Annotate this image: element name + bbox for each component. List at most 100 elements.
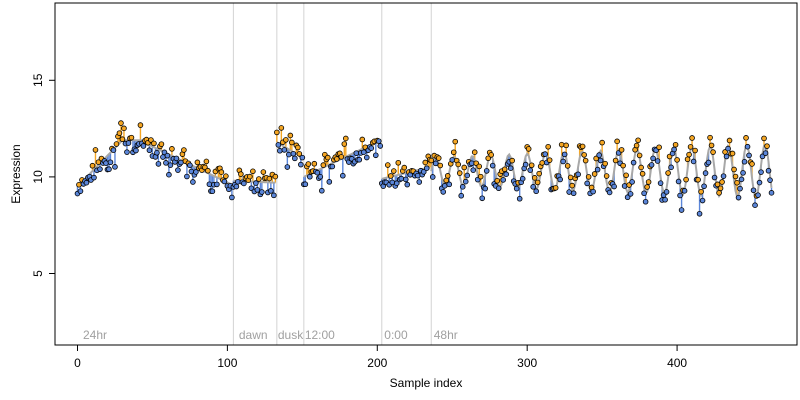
data-point	[744, 143, 751, 150]
data-point	[203, 158, 210, 165]
data-point	[314, 169, 321, 176]
data-point	[719, 179, 725, 185]
data-point	[768, 190, 775, 196]
data-point	[495, 185, 502, 192]
data-point	[146, 147, 153, 154]
data-point	[372, 152, 379, 159]
data-point	[678, 207, 685, 213]
data-point	[671, 146, 677, 153]
data-point	[83, 179, 90, 186]
data-point	[404, 181, 411, 188]
axes: 0 100 200 300 400 5 10 15	[31, 73, 687, 370]
data-point	[432, 160, 439, 167]
data-point	[229, 194, 235, 201]
data-point	[390, 168, 397, 174]
data-point	[428, 157, 435, 164]
data-point	[590, 188, 596, 195]
data-point	[233, 183, 240, 190]
data-point	[732, 173, 739, 180]
data-point	[563, 142, 569, 149]
phase-label: 48hr	[434, 328, 458, 342]
data-point	[545, 143, 551, 150]
data-point	[636, 152, 643, 159]
data-point	[184, 173, 190, 180]
data-point	[119, 136, 126, 143]
data-point	[705, 159, 712, 166]
data-point	[343, 135, 349, 142]
data-point	[603, 173, 610, 179]
data-point	[77, 188, 84, 194]
data-point	[235, 178, 241, 185]
data-point	[623, 172, 629, 179]
data-point	[422, 159, 429, 166]
data-point	[755, 192, 761, 198]
data-point	[446, 181, 453, 188]
data-point	[596, 152, 602, 158]
data-point	[169, 146, 175, 152]
data-point	[561, 151, 568, 158]
data-point	[581, 152, 587, 158]
data-point	[696, 210, 703, 217]
data-point	[164, 152, 171, 159]
data-point	[645, 179, 652, 185]
data-point	[569, 182, 575, 189]
data-point	[278, 125, 285, 131]
data-point	[429, 174, 436, 180]
data-point	[638, 164, 644, 171]
data-point	[585, 174, 592, 180]
data-point	[124, 149, 130, 155]
data-point	[326, 179, 333, 185]
data-point	[155, 161, 162, 167]
data-point	[507, 165, 514, 172]
data-point	[756, 179, 763, 186]
fit-line-segment	[430, 143, 773, 199]
data-point	[160, 154, 166, 160]
data-point	[470, 167, 477, 173]
data-point	[340, 172, 346, 179]
data-point	[341, 141, 348, 147]
y-tick-label: 10	[31, 170, 45, 184]
data-points	[74, 120, 775, 217]
data-point	[611, 183, 617, 190]
data-point	[528, 162, 535, 169]
data-point	[272, 173, 279, 180]
phase-label: 24hr	[83, 328, 107, 342]
data-point	[286, 151, 292, 158]
data-point	[483, 168, 490, 174]
data-point	[762, 150, 769, 156]
data-point	[534, 179, 541, 186]
data-point	[765, 167, 772, 174]
x-tick-label: 400	[667, 356, 687, 370]
data-point	[449, 157, 456, 163]
data-point	[416, 179, 423, 185]
data-point	[675, 178, 682, 185]
data-point	[519, 175, 526, 182]
data-point	[441, 183, 448, 189]
data-point	[356, 156, 363, 163]
data-point	[630, 159, 637, 166]
y-axis-label: Expression	[9, 144, 23, 203]
data-point	[674, 157, 680, 163]
data-point	[522, 161, 529, 168]
data-point	[564, 163, 571, 169]
data-point	[743, 135, 749, 141]
data-point	[539, 160, 545, 166]
data-point	[710, 149, 716, 155]
data-point	[238, 171, 244, 177]
data-point	[567, 174, 574, 181]
data-point	[618, 147, 625, 153]
data-point	[154, 150, 160, 156]
data-point	[178, 159, 184, 166]
data-point	[591, 171, 598, 177]
data-point	[435, 155, 442, 161]
data-point	[437, 162, 444, 169]
data-point	[375, 138, 382, 144]
data-point	[92, 147, 99, 153]
data-point	[353, 150, 360, 156]
data-point	[193, 169, 199, 175]
data-point	[644, 184, 650, 190]
data-point	[764, 143, 770, 149]
data-point	[268, 188, 274, 194]
data-point	[218, 169, 225, 175]
